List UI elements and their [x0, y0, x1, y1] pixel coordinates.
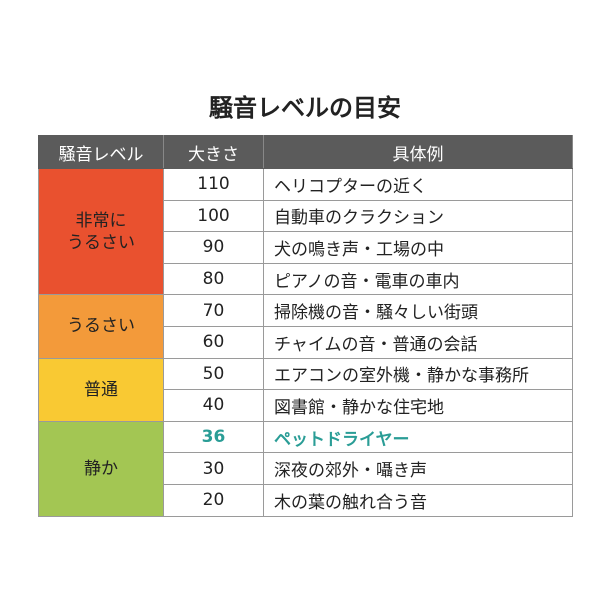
loudness-value: 50 — [163, 357, 264, 391]
loudness-value: 80 — [163, 262, 264, 296]
noise-level-table: 騒音レベル 大きさ 具体例 非常に うるさい 110 ヘリコプターの近く 100 自動車… — [38, 135, 573, 517]
loudness-value: 30 — [163, 452, 264, 485]
example-text: チャイムの音・普通の会話 — [263, 325, 573, 359]
table-row: 30 深夜の郊外・囁き声 — [39, 452, 573, 485]
loudness-value: 110 — [163, 168, 264, 201]
noise-level-category: 普通 — [38, 357, 164, 422]
loudness-value: 40 — [163, 389, 264, 422]
header-loudness: 大きさ — [163, 135, 264, 169]
noise-level-category: うるさい — [38, 294, 164, 359]
table-row: 40 図書館・静かな住宅地 — [39, 389, 573, 422]
loudness-value: 90 — [163, 231, 264, 264]
noise-level-category: 静か — [38, 420, 164, 517]
example-text: ピアノの音・電車の車内 — [263, 262, 573, 296]
table-row: 100 自動車のクラクション — [39, 199, 573, 233]
table-row: 静か 36 ペットドライヤー — [38, 420, 573, 517]
example-text: ヘリコプターの近く — [263, 168, 573, 201]
example-text: 自動車のクラクション — [263, 199, 573, 233]
table-header: 騒音レベル 大きさ 具体例 — [38, 135, 573, 169]
loudness-value: 100 — [163, 199, 264, 233]
noise-level-category: 非常に うるさい — [38, 167, 164, 296]
example-text: 木の葉の触れ合う音 — [263, 483, 573, 517]
page-title: 騒音レベルの目安 — [209, 94, 401, 122]
loudness-value: 70 — [163, 294, 264, 327]
example-text: 掃除機の音・騒々しい街頭 — [263, 294, 573, 327]
table-row: 60 チャイムの音・普通の会話 — [39, 325, 573, 359]
example-text: ペットドライヤー — [263, 420, 573, 454]
example-text: 犬の鳴き声・工場の中 — [263, 231, 573, 264]
table-row: 普通 50 エアコンの室外機・静かな事務所 — [38, 357, 573, 422]
example-text: 深夜の郊外・囁き声 — [263, 452, 573, 485]
loudness-value: 60 — [163, 325, 264, 359]
table-row: 非常に うるさい 110 ヘリコプターの近く — [38, 167, 573, 296]
example-text: 図書館・静かな住宅地 — [263, 389, 573, 422]
header-noise-level: 騒音レベル — [38, 135, 164, 169]
table-row: 80 ピアノの音・電車の車内 — [39, 262, 573, 296]
table-row: 20 木の葉の触れ合う音 — [39, 483, 573, 517]
example-text: エアコンの室外機・静かな事務所 — [263, 357, 573, 391]
table-row: うるさい 70 掃除機の音・騒々しい街頭 — [38, 294, 573, 359]
loudness-value: 36 — [163, 420, 264, 454]
header-examples: 具体例 — [263, 135, 573, 169]
table-row: 90 犬の鳴き声・工場の中 — [39, 231, 573, 264]
loudness-value: 20 — [163, 483, 264, 517]
